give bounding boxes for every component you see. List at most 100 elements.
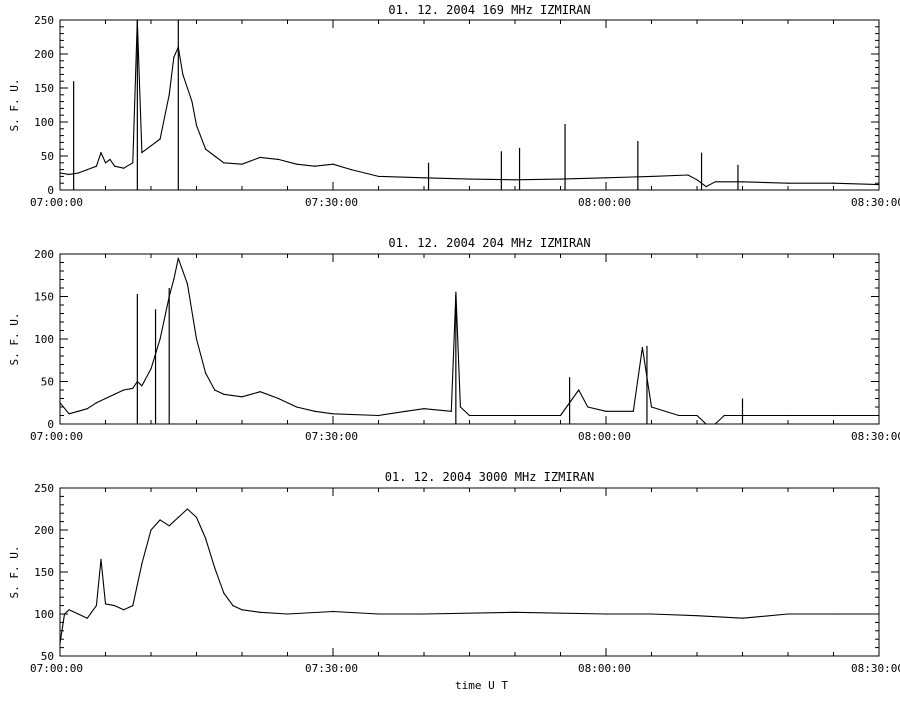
y-axis-label: S. F. U. [8,79,21,132]
x-tick-label: 07:00:00 [30,430,83,443]
chart-panel-2: 01. 12. 2004 204 MHz IZMIRAN S. F. U. 0 50 1… [8,236,900,443]
y-tick-label: 200 [34,524,54,537]
data-point [132,605,134,607]
y-tick-label: 100 [34,116,54,129]
data-point [132,387,134,389]
chart-title: 01. 12. 2004 169 MHz IZMIRAN [388,3,590,17]
data-point [705,186,707,188]
data-point [587,406,589,408]
chart-panel-1: 01. 12. 2004 169 MHz IZMIRAN S. F. U. 0 50 1… [8,3,900,209]
data-point [100,152,102,154]
data-point [77,410,79,412]
y-axis-label: S. F. U. [8,313,21,366]
y-tick-label: 100 [34,333,54,346]
data-point [205,148,207,150]
data-point [314,410,316,412]
data-point [159,519,161,521]
data-point [423,613,425,615]
data-point [95,165,97,167]
y-tick-label: 250 [34,14,54,27]
data-point [450,410,452,412]
data-point [350,169,352,171]
data-point [195,516,198,519]
data-point [605,613,607,615]
y-tick-label: 150 [34,566,54,579]
y-tick-label: 150 [34,82,54,95]
data-point [405,410,407,412]
data-point [650,406,653,408]
data-point [423,177,425,179]
data-point [832,414,835,417]
x-tick-label: 07:30:00 [305,430,358,443]
data-point [241,163,243,165]
data-point [168,94,170,96]
data-point [214,567,216,569]
data-point [314,165,316,167]
data-point [259,156,261,158]
data-point [141,152,143,154]
data-point [123,167,125,169]
y-tick-label: 0 [47,418,54,431]
x-tick-label: 07:30:00 [305,662,358,675]
data-point [186,508,188,510]
data-point [195,338,198,340]
data-point [205,537,207,540]
data-point [205,372,207,374]
data-point [159,138,161,140]
y-tick-label: 100 [34,608,54,621]
data-point [559,414,562,417]
data-point [141,563,143,565]
data-point [277,397,279,400]
data-point [296,163,298,165]
data-point [86,169,88,171]
data-point [650,175,653,177]
data-point [605,410,607,412]
data-point [173,278,175,281]
data-point [95,402,97,404]
data-point [59,172,61,174]
data-point [223,592,225,594]
data-point [168,525,170,527]
chart-title: 01. 12. 2004 204 MHz IZMIRAN [388,236,590,250]
x-tick-label: 07:30:00 [305,196,358,209]
data-point [455,291,457,293]
data-point [241,609,243,611]
x-tick-label: 08:30:00 [851,662,900,675]
data-point [714,423,716,425]
data-point [377,175,380,177]
data-point [68,173,70,175]
y-tick-label: 200 [34,48,54,61]
data-point [559,178,562,180]
x-axis-label: time U T [455,679,508,692]
data-point [423,408,425,410]
data-point [104,603,107,605]
data-point [104,162,107,164]
data-point [332,610,334,613]
data-point [104,397,107,400]
data-point [77,613,79,615]
data-point [123,609,125,611]
data-point [59,402,61,404]
data-point [191,101,193,103]
data-point [68,609,70,611]
data-point [696,615,698,617]
data-point [332,413,334,415]
x-tick-label: 08:00:00 [578,430,631,443]
data-point [177,516,179,519]
data-point [878,414,880,417]
data-point [141,385,143,387]
data-point [114,393,116,395]
data-point [182,73,184,75]
data-point [296,406,298,408]
data-point [114,165,116,167]
data-point [705,423,707,425]
data-point [468,414,471,417]
data-point [123,389,125,391]
data-point [578,389,580,391]
x-tick-label: 07:00:00 [30,196,83,209]
x-tick-label: 08:00:00 [578,662,631,675]
data-point [214,155,216,157]
